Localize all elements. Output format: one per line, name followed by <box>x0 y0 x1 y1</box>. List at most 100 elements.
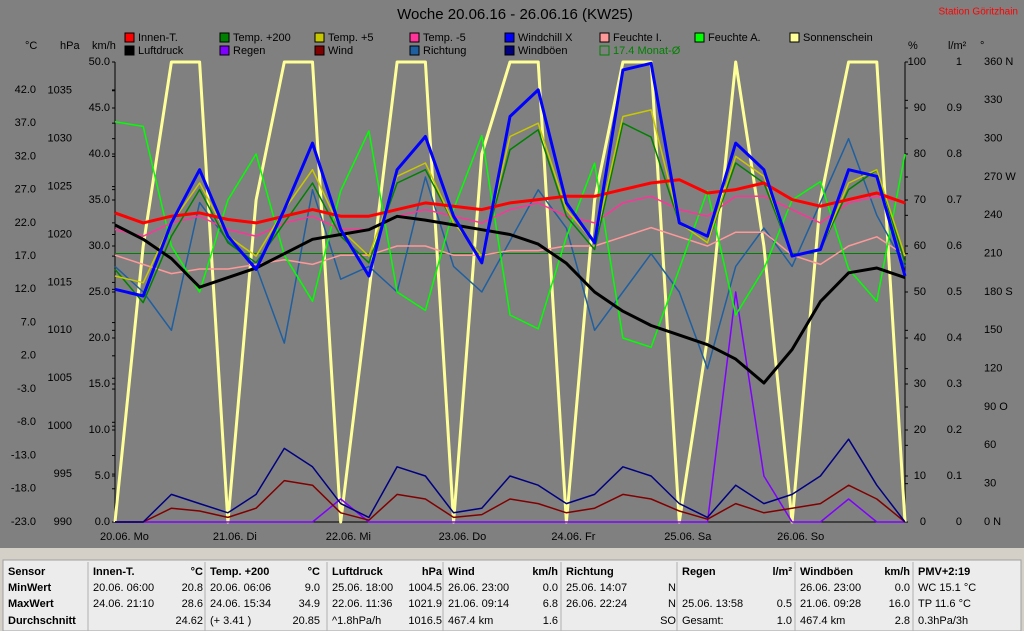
y-tick-label: 50 <box>914 286 926 298</box>
cell-text: 26.06. 23:00 <box>800 582 861 594</box>
legend-label: Regen <box>233 45 265 57</box>
column-unit: °C <box>308 566 320 578</box>
y-tick-label: 1035 <box>48 85 72 97</box>
axis-unit: km/h <box>92 40 116 52</box>
chart-background <box>0 0 1024 548</box>
cell-text: WC 15.1 °C <box>918 582 976 594</box>
legend-label: Sonnenschein <box>803 32 873 44</box>
y-tick-label: 0 <box>920 516 926 528</box>
y-tick-label: 0.4 <box>947 332 962 344</box>
y-tick-label: 30 <box>914 378 926 390</box>
y-tick-label: 30.0 <box>89 240 110 252</box>
legend-label: 17.4 Monat-Ø <box>613 45 681 57</box>
cell-text: 22.06. 11:36 <box>332 598 392 610</box>
y-tick-label: 270 W <box>984 171 1016 183</box>
cell-text: 21.06. 09:14 <box>448 598 509 610</box>
legend-swatch <box>504 45 515 56</box>
series-line <box>114 61 907 298</box>
y-tick-label: 210 <box>984 248 1002 260</box>
x-tick-label: 25.06. Sa <box>664 531 712 543</box>
y-tick-label: 60 <box>984 439 996 451</box>
series-line <box>113 60 907 524</box>
y-tick-label: 40 <box>914 332 926 344</box>
cell-text: 467.4 km <box>800 615 845 627</box>
y-tick-label: 240 <box>984 209 1002 221</box>
y-tick-label: 995 <box>54 468 72 480</box>
legend-label: Wind <box>328 45 353 57</box>
x-tick-label: 26.06. So <box>777 531 824 543</box>
series-line <box>114 214 906 385</box>
legend-label: Temp. -5 <box>423 32 466 44</box>
y-tick-label: 1005 <box>48 372 72 384</box>
y-tick-label: 360 N <box>984 56 1013 68</box>
row-label: Durchschnitt <box>8 615 76 627</box>
y-tick-label: 17.0 <box>15 250 36 262</box>
legend-swatch <box>694 32 705 43</box>
y-tick-label: 42.0 <box>15 84 36 96</box>
row-label: MinWert <box>8 582 52 594</box>
legend-label: Feuchte A. <box>708 32 761 44</box>
axis-unit: °C <box>25 40 37 52</box>
y-tick-label: 300 <box>984 133 1002 145</box>
legend-label: Windböen <box>518 45 568 57</box>
y-tick-label: -8.0 <box>17 416 36 428</box>
axis-unit: % <box>908 40 918 52</box>
y-tick-label: 1010 <box>48 324 72 336</box>
y-tick-label: 25.0 <box>89 286 110 298</box>
legend-swatch <box>599 45 610 56</box>
y-tick-label: 1000 <box>48 420 72 432</box>
series-line <box>114 121 906 348</box>
y-tick-label: 27.0 <box>15 184 36 196</box>
cell-value: 1.0 <box>777 615 792 627</box>
x-tick-label: 21.06. Di <box>213 531 257 543</box>
y-tick-label: 0 N <box>984 516 1001 528</box>
axis-unit: ° <box>980 40 984 52</box>
y-tick-label: -13.0 <box>11 449 36 461</box>
y-tick-label: 2.0 <box>21 350 36 362</box>
y-tick-label: 90 O <box>984 401 1008 413</box>
legend-swatch <box>124 32 135 43</box>
axis-unit: hPa <box>60 40 80 52</box>
cell-value: 0.0 <box>543 582 558 594</box>
legend-swatch <box>789 32 800 43</box>
column-unit: km/h <box>532 566 558 578</box>
y-tick-label: 10 <box>914 470 926 482</box>
y-tick-label: 5.0 <box>95 470 110 482</box>
cell-text: 20.06. 06:00 <box>93 582 154 594</box>
y-tick-label: 120 <box>984 363 1002 375</box>
y-tick-label: 40.0 <box>89 148 110 160</box>
cell-text: ^1.8hPa/h <box>332 615 381 627</box>
y-tick-label: -18.0 <box>11 483 36 495</box>
cell-text: 25.06. 14:07 <box>566 582 627 594</box>
y-tick-label: 90 <box>914 102 926 114</box>
column-header: Innen-T. <box>93 566 135 578</box>
legend-label: Temp. +200 <box>233 32 291 44</box>
y-tick-label: 0.0 <box>95 516 110 528</box>
column-header: Regen <box>682 566 716 578</box>
y-tick-label: 80 <box>914 148 926 160</box>
series-line <box>114 226 906 275</box>
legend-label: Temp. +5 <box>328 32 374 44</box>
column-header: PMV+2:19 <box>918 566 970 578</box>
y-tick-label: 32.0 <box>15 150 36 162</box>
y-tick-label: -3.0 <box>17 383 36 395</box>
y-tick-label: 0.5 <box>947 286 962 298</box>
cell-value: 1016.5 <box>408 615 442 627</box>
legend-swatch <box>599 32 610 43</box>
cell-text: 24.06. 15:34 <box>210 598 271 610</box>
y-tick-label: 0.3 <box>947 378 962 390</box>
y-tick-label: 990 <box>54 516 72 528</box>
table-header: Sensor <box>8 566 46 578</box>
y-tick-label: 150 <box>984 324 1002 336</box>
legend-swatch <box>409 45 420 56</box>
cell-text: 20.06. 06:06 <box>210 582 271 594</box>
y-tick-label: 50.0 <box>89 56 110 68</box>
cell-text: 25.06. 13:58 <box>682 598 743 610</box>
y-tick-label: 35.0 <box>89 194 110 206</box>
legend-label: Windchill X <box>518 32 573 44</box>
y-tick-label: 20.0 <box>89 332 110 344</box>
column-unit: °C <box>191 566 203 578</box>
y-tick-label: 22.0 <box>15 217 36 229</box>
legend-swatch <box>219 45 230 56</box>
